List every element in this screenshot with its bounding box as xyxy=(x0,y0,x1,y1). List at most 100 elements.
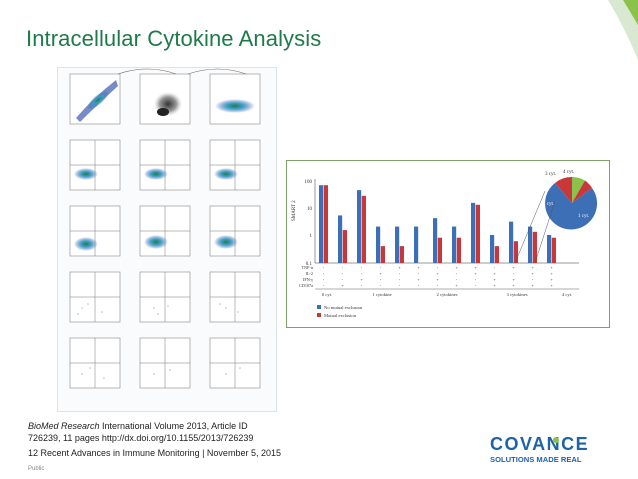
sign-cell: - xyxy=(456,277,458,282)
row-labels: TNF-α IL-2 IFN-γ CD107a xyxy=(299,265,314,288)
svg-text:SOLUTIONS MADE REAL: SOLUTIONS MADE REAL xyxy=(490,455,582,464)
bar-blue-0 xyxy=(319,185,324,263)
sign-cell: + xyxy=(417,265,420,270)
bar-blue-11 xyxy=(528,226,533,263)
sign-cell: + xyxy=(398,265,401,270)
y-ticks: 100 10 1 0.1 xyxy=(305,180,313,267)
bar-blue-3 xyxy=(376,226,381,263)
group-1cyt: 1 cytokine xyxy=(372,292,391,297)
sign-cell: + xyxy=(493,277,496,282)
sign-cell: + xyxy=(512,277,515,282)
bar-blue-5 xyxy=(414,226,419,263)
bar-red-4 xyxy=(399,246,404,263)
y-tick-1: 1 xyxy=(310,234,313,239)
sign-cell: - xyxy=(361,271,363,276)
slide-title: Intracellular Cytokine Analysis xyxy=(26,26,322,51)
cytokine-bar-chart: SMART 2 100 10 1 0.1 3 cyt. 4 cyt. 2 cyt… xyxy=(286,160,610,328)
sign-cell: - xyxy=(456,271,458,276)
sign-cell: + xyxy=(436,277,439,282)
sign-cell: - xyxy=(475,277,477,282)
svg-text:COVANCE: COVANCE xyxy=(490,434,589,454)
group-2cyt: 2 cytokines xyxy=(436,292,457,297)
bar-red-2 xyxy=(361,195,366,263)
caption-rest: International Volume 2013, Article ID xyxy=(99,421,248,431)
sign-cell: + xyxy=(436,271,439,276)
corner-decoration xyxy=(608,0,638,60)
sign-cell: + xyxy=(550,265,553,270)
sign-cell: + xyxy=(455,283,458,288)
sign-cell: - xyxy=(532,277,534,282)
caption-line2: 726239, 11 pages http://dx.doi.org/10.11… xyxy=(28,433,254,443)
bar-red-8 xyxy=(475,204,480,263)
sign-cell: - xyxy=(323,271,325,276)
sign-cell: + xyxy=(550,271,553,276)
bar-red-6 xyxy=(437,237,442,263)
bar-red-11 xyxy=(532,231,537,263)
sign-cell: - xyxy=(342,277,344,282)
row-label-tnf: TNF-α xyxy=(302,265,314,270)
bar-blue-12 xyxy=(547,235,552,263)
sign-cell: - xyxy=(380,265,382,270)
sign-table: - - - - + + - + + - + + +- - - + - - + - + + - + +- - + - - + + - - + + - +-… xyxy=(323,265,554,288)
pie-label-2cyt: 2 cyt. xyxy=(543,202,554,207)
sign-cell: - xyxy=(380,277,382,282)
sign-cell: - xyxy=(437,283,439,288)
sign-cell: + xyxy=(379,271,382,276)
bar-blue-1 xyxy=(338,215,343,263)
sign-cell: + xyxy=(512,265,515,270)
slide-footer: 12 Recent Advances in Immune Monitoring … xyxy=(28,448,281,458)
sign-cell: + xyxy=(531,283,534,288)
bar-blue-8 xyxy=(471,202,476,263)
sign-cell: - xyxy=(418,271,420,276)
sign-cell: - xyxy=(361,265,363,270)
group-3cyt: 3 cytokines xyxy=(506,292,527,297)
row-label-il2: IL-2 xyxy=(306,271,313,276)
caption-journal: BioMed Research xyxy=(28,421,100,431)
y-tick-0.1: 0.1 xyxy=(306,262,313,267)
bar-blue-4 xyxy=(395,226,400,263)
sign-cell: - xyxy=(494,265,496,270)
legend-label-no-mutual: No mutual exclusion xyxy=(324,305,363,310)
y-tick-10: 10 xyxy=(307,207,313,212)
group-labels: 0 cyt. 1 cytokine 2 cytokines 3 cytokine… xyxy=(322,292,572,297)
covance-logo: COVANCE SOLUTIONS MADE REAL xyxy=(490,434,589,464)
y-tick-100: 100 xyxy=(305,180,313,185)
sign-cell: - xyxy=(323,265,325,270)
bar-blue-7 xyxy=(452,226,457,263)
legend-label-mutual: Mutual exclusion xyxy=(324,313,357,318)
sign-cell: - xyxy=(437,265,439,270)
y-axis-label: SMART 2 xyxy=(292,200,297,221)
sign-cell: + xyxy=(493,271,496,276)
sign-cell: + xyxy=(341,283,344,288)
sign-cell: + xyxy=(417,277,420,282)
bar-red-3 xyxy=(380,246,385,263)
sign-cell: + xyxy=(455,265,458,270)
sign-cell: - xyxy=(399,277,401,282)
legend-swatch-blue xyxy=(317,305,321,309)
sign-cell: - xyxy=(342,271,344,276)
sign-cell: + xyxy=(360,277,363,282)
bar-blue-2 xyxy=(357,190,362,263)
sign-cell: - xyxy=(323,277,325,282)
bar-blue-6 xyxy=(433,218,438,263)
bar-red-12 xyxy=(551,237,556,263)
legend-swatch-red xyxy=(317,313,321,317)
sign-cell: - xyxy=(380,283,382,288)
pie-chart: 3 cyt. 4 cyt. 2 cyt. 1 cyt. xyxy=(543,170,598,230)
sign-cell: + xyxy=(531,265,534,270)
sign-cell: - xyxy=(323,283,325,288)
bar-red-7 xyxy=(456,237,461,263)
sign-cell: + xyxy=(550,277,553,282)
row-label-cd107a: CD107a xyxy=(299,283,313,288)
group-0cyt: 0 cyt. xyxy=(322,292,332,297)
sign-cell: - xyxy=(475,283,477,288)
pie-label-3cyt: 3 cyt. xyxy=(545,172,556,177)
sign-cell: - xyxy=(418,283,420,288)
sign-cell: + xyxy=(512,283,515,288)
sign-cell: - xyxy=(399,283,401,288)
figure-caption: BioMed Research International Volume 201… xyxy=(28,420,253,444)
bar-red-1 xyxy=(342,230,347,263)
sign-cell: + xyxy=(474,271,477,276)
sign-cell: - xyxy=(513,271,515,276)
sign-cell: + xyxy=(474,265,477,270)
